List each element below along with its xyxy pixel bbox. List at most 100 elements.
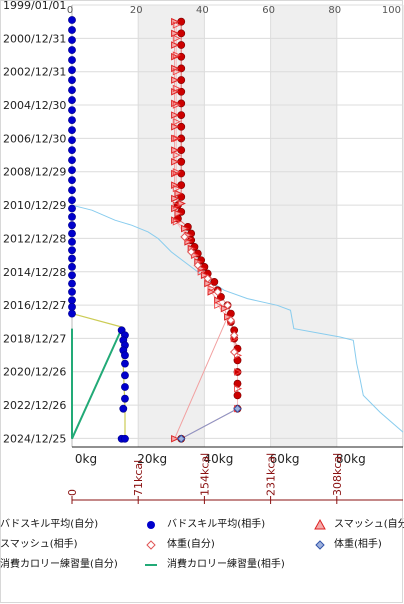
data-point-triangle-open [197,268,206,276]
data-point-circle-blue [121,394,129,403]
chart-area: 0 20 40 60 80 100 1999/01/01 2000/12/31 2002/12/… [3,0,404,504]
data-point-triangle-open [207,284,216,293]
data-point-circle-blue [68,36,76,44]
data-point-triangle-open [172,201,181,209]
y-tick-label: 2024/12/25 [3,432,66,445]
data-point-diamond-open-red [229,331,239,340]
legend-label: スマッシュ(自分) [334,519,404,530]
data-point-triangle-open [172,101,181,109]
data-point-circle-blue [121,351,129,360]
legend-item: バドスキル平均(相手) [167,516,326,534]
grid-lines [71,4,404,448]
data-point-diamond-open-red [193,261,202,270]
data-point-circle-blue [68,146,76,155]
legend: バドスキル平均(自分) バドスキル平均(相手) スマッシュ(自分) スマッシュ(… [0,516,404,576]
data-point-circle-red [233,391,242,400]
data-point-circle-blue [68,96,76,104]
data-point-diamond-blue [233,404,242,413]
data-point-circle-blue [68,116,76,125]
data-point-triangle-open [172,68,181,76]
data-point-diamond-open-red [223,301,232,310]
legend-label: 体重(自分) [167,539,215,550]
calorie-tick-label: 231kcal [265,453,278,496]
data-point-triangle-open [172,51,181,59]
data-point-circle-blue [121,383,129,391]
y-tick-label: 2020/12/26 [3,366,66,379]
data-point-triangle-open [172,118,181,126]
data-point-triangle-red [171,76,180,84]
calorie-tick-label: 0 [66,489,79,496]
data-point-circle-blue [68,279,76,288]
data-point-circle-red [210,278,219,286]
y-tick-label: 1999/01/01 [3,0,66,12]
data-point-triangle-open [172,134,181,143]
data-point-circle-blue [68,106,76,114]
data-point-circle-blue [68,16,76,24]
shaded-band [270,5,337,447]
legend-symbol-diamond-open-red [146,540,156,550]
data-point-circle-blue [68,46,76,54]
data-point-circle-blue [68,303,76,311]
data-point-triangle-red [171,194,180,203]
calorie-tick-label: 71kcal [132,460,145,496]
data-point-triangle-red [174,209,183,218]
data-point-triangle-red [220,304,229,313]
legend-symbol-line-green [145,564,157,566]
legend-item: スマッシュ(相手) [0,536,165,554]
data-point-circle-blue [68,229,76,238]
data-point-circle-blue [68,66,76,74]
data-point-triangle-open [172,218,181,226]
data-point-circle-blue [68,26,76,34]
axis-ticks: 0 20 40 60 80 100 1999/01/01 2000/12/31 2002/12/… [3,0,401,466]
data-point-triangle-red [181,224,190,233]
legend-label: 消費カロリー練習量(自分) [0,559,118,570]
calorie-tick-label: 308kcal [331,453,344,496]
data-point-triangle-open [172,21,181,29]
data-point-circle-blue [68,126,76,135]
x-bottom-tick-label: 60kg [270,452,300,466]
data-point-triangle-open [172,184,181,193]
data-point-circle-blue [68,221,76,230]
series-line-line-green [71,328,123,440]
data-point-triangle-red [174,189,183,198]
data-point-diamond-open-red [226,316,236,325]
data-point-triangle-open [172,84,181,93]
legend-label: 体重(相手) [334,539,382,550]
data-point-circle-blue [68,288,76,296]
y-tick-label: 2022/12/26 [3,399,66,412]
legend-item: 消費カロリー練習量(相手) [167,556,367,574]
y-tick-label: 2012/12/28 [3,232,66,245]
y-tick-label: 2010/12/29 [3,199,66,212]
x-bottom-tick-label: 0kg [75,452,97,466]
data-point-circle-blue [68,136,76,145]
data-point-circle-blue [68,296,76,305]
calorie-axis: 0 71kcal 154kcal 231kcal 308kcal [66,453,403,504]
data-point-circle-blue [68,186,76,195]
calorie-tick-label: 154kcal [198,453,211,496]
data-point-triangle-open [172,168,181,176]
x-top-tick-label: 20 [130,5,143,16]
legend-item: スマッシュ(自分) [334,516,404,534]
data-point-triangle-open [172,151,181,159]
data-point-triangle-red [171,111,180,119]
data-point-circle-blue [68,263,76,271]
legend-symbol-circle-blue [147,521,155,529]
data-point-circle-blue [68,212,76,221]
legend-symbol-triangle-red [314,518,326,530]
x-bottom-tick-label: 40kg [203,452,233,466]
data-point-circle-blue [68,271,76,280]
y-tick-label: 2008/12/29 [3,166,66,179]
data-point-circle-blue [68,204,76,213]
data-point-diamond-open-red [203,274,212,283]
data-point-circle-blue [68,246,76,255]
data-point-triangle-red [171,434,180,443]
legend-label: バドスキル平均(相手) [167,519,266,530]
data-point-circle-blue [68,196,76,205]
data-point-triangle-red [200,271,210,280]
legend-symbol-diamond-blue [315,540,325,550]
data-point-circle-blue [119,404,128,413]
y-tick-label: 2014/12/28 [3,266,66,279]
data-point-circle-blue [121,371,129,380]
y-tick-label: 2000/12/31 [3,32,66,45]
data-point-circle-blue [68,309,76,318]
